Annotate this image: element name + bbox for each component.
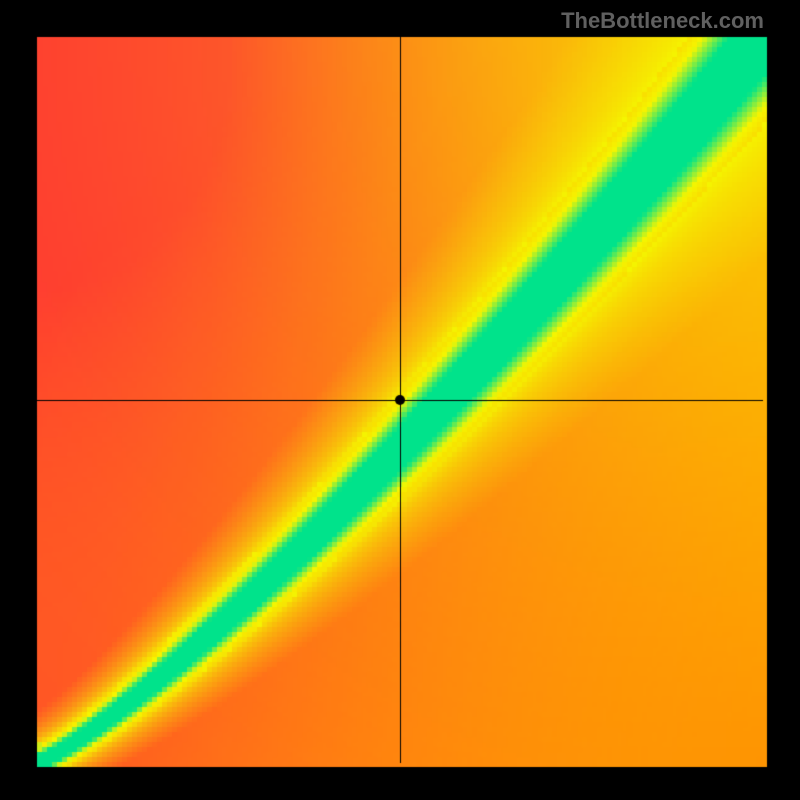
chart-container: TheBottleneck.com [0, 0, 800, 800]
bottleneck-heatmap [0, 0, 800, 800]
watermark-text: TheBottleneck.com [561, 8, 764, 34]
